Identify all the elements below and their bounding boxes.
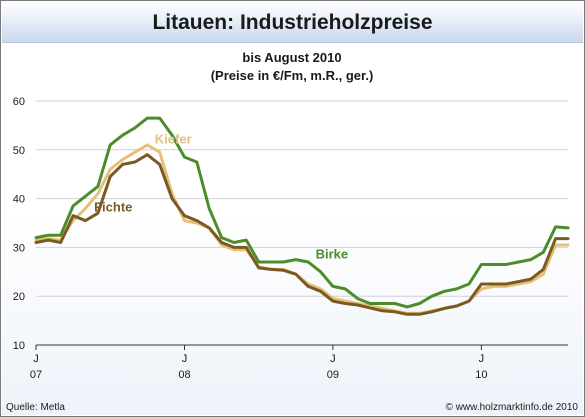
series-line-birke [34, 116, 570, 309]
series-labels: Kiefer Fichte Birke [94, 132, 348, 262]
source-note: Quelle: Metla [6, 402, 65, 413]
series-label-birke: Birke [316, 247, 349, 262]
x-tick-year-label: 09 [327, 369, 339, 381]
y-tick-label: 60 [13, 96, 25, 108]
plot-background [2, 43, 583, 415]
series-label-kiefer: Kiefer [155, 132, 192, 147]
series-line-fichte [34, 153, 570, 316]
series-lines [34, 116, 570, 316]
x-tick-label: J [330, 353, 336, 365]
y-tick-label: 10 [13, 340, 25, 352]
y-tick-label: 40 [13, 194, 25, 206]
axes: 10 20 30 40 50 60 J 07 J 08 J 09 J 10 [13, 96, 568, 381]
y-tick-label: 50 [13, 145, 25, 157]
credit-note: © www.holzmarktinfo.de 2010 [446, 402, 579, 413]
x-tick-year-label: 10 [475, 369, 487, 381]
series-label-fichte: Fichte [94, 199, 132, 214]
x-tick-year-label: 08 [178, 369, 190, 381]
x-tick-year-label: 07 [30, 369, 42, 381]
gridlines [36, 100, 568, 297]
chart-subtitle-line2: (Preise in €/Fm, m.R., ger.) [211, 68, 374, 83]
y-tick-label: 30 [13, 242, 25, 254]
y-tick-label: 20 [13, 291, 25, 303]
chart-title: Litauen: Industrieholzpreise [152, 11, 433, 34]
chart-subtitle-line1: bis August 2010 [242, 50, 341, 65]
x-tick-label: J [33, 353, 39, 365]
title-bar: Litauen: Industrieholzpreise [2, 2, 583, 43]
x-tick-label: J [182, 353, 188, 365]
x-tick-label: J [479, 353, 485, 365]
